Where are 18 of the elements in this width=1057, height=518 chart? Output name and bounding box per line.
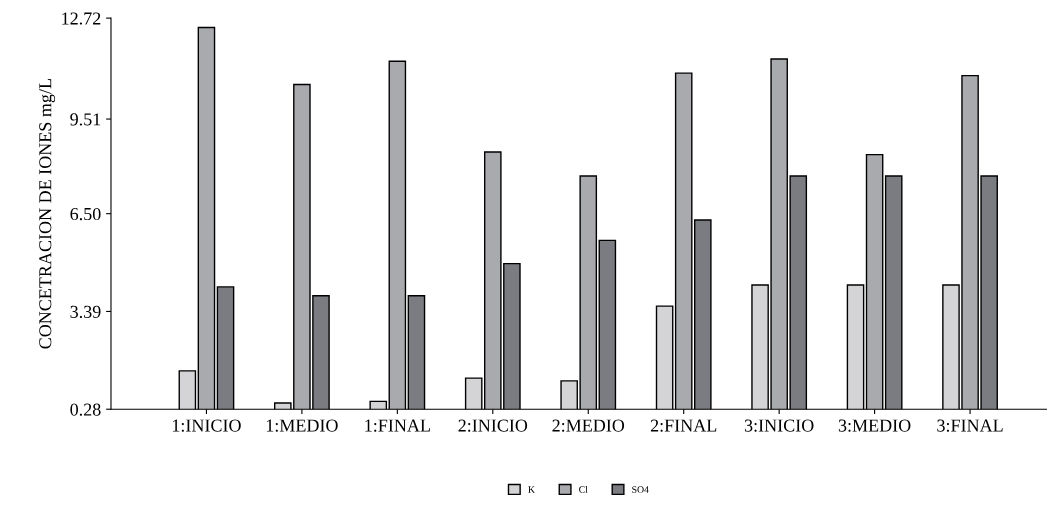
x-tick-label: 2:INICIO <box>458 419 528 432</box>
legend-label: Cl <box>579 485 588 493</box>
x-tick-label: 2:FINAL <box>650 419 717 432</box>
legend-label: SO4 <box>632 486 649 493</box>
y-tick-label: 12.72 <box>62 12 101 25</box>
x-tick-label: 1:INICIO <box>172 419 241 432</box>
x-tick-label: 1:MEDIO <box>266 419 338 432</box>
y-tick-label: 0.28 <box>70 403 101 416</box>
x-tick-label: 3:FINAL <box>937 419 1003 432</box>
y-tick-label: 6.50 <box>70 207 101 221</box>
y-tick-label: 3.39 <box>70 305 101 318</box>
x-tick-label: 3:MEDIO <box>838 419 911 432</box>
x-tick-label: 2:MEDIO <box>552 419 625 432</box>
y-tick-label: 9.51 <box>70 113 101 126</box>
x-tick-label: 1:FINAL <box>365 419 430 432</box>
x-tick-label: 3:INICIO <box>744 419 814 432</box>
legend-label: K <box>528 486 535 493</box>
y-axis-title: CONCETRACION DE IONES mg/L <box>39 79 56 349</box>
